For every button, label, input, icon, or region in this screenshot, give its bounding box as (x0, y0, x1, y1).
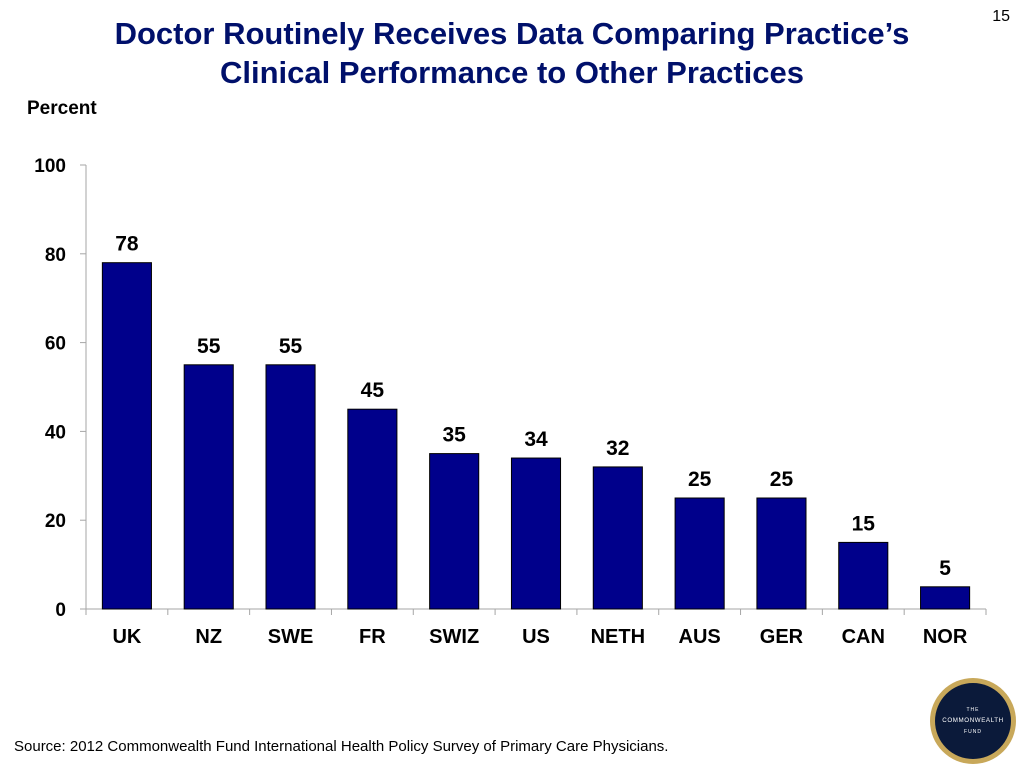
source-note: Source: 2012 Commonwealth Fund Internati… (14, 738, 669, 755)
data-label-us: 34 (524, 428, 548, 451)
bar-fr (347, 408, 398, 610)
svg-text:FUND: FUND (964, 729, 982, 735)
title-line-1: Doctor Routinely Receives Data Comparing… (114, 16, 910, 51)
commonwealth-fund-logo: THE COMMONWEALTH FUND (930, 678, 1016, 764)
y-axis-label: Percent (27, 98, 97, 119)
category-label-swiz: SWIZ (429, 626, 479, 648)
bar-can (838, 541, 889, 610)
chart-title: Doctor Routinely Receives Data Comparing… (40, 14, 984, 92)
y-tick-label: 0 (55, 600, 66, 621)
category-label-can: CAN (842, 626, 885, 648)
category-label-uk: UK (112, 626, 141, 648)
slide-number: 15 (992, 8, 1010, 25)
category-label-fr: FR (359, 626, 386, 648)
y-tick-label: 80 (45, 245, 66, 266)
bar-us (510, 457, 562, 610)
category-label-swe: SWE (268, 626, 314, 648)
bar-ger (756, 497, 807, 610)
data-label-ger: 25 (770, 468, 794, 491)
data-label-fr: 45 (361, 379, 385, 402)
bar-nor (920, 586, 971, 610)
category-label-nz: NZ (195, 626, 222, 648)
data-label-swe: 55 (279, 335, 303, 358)
category-label-aus: AUS (679, 626, 721, 648)
category-label-neth: NETH (591, 626, 645, 648)
data-label-uk: 78 (115, 233, 139, 256)
y-tick-label: 40 (45, 422, 66, 443)
bar-uk (101, 262, 152, 610)
bar-aus (674, 497, 725, 610)
data-label-aus: 25 (688, 468, 712, 491)
svg-text:COMMONWEALTH: COMMONWEALTH (942, 717, 1003, 724)
title-line-2: Clinical Performance to Other Practices (219, 55, 805, 90)
data-label-swiz: 35 (443, 424, 467, 447)
category-label-nor: NOR (923, 626, 968, 648)
category-label-us: US (522, 626, 550, 648)
bar-neth (592, 466, 643, 610)
category-label-ger: GER (760, 626, 804, 648)
bar-swiz (429, 453, 480, 610)
data-label-nor: 5 (939, 557, 951, 580)
y-tick-label: 100 (34, 156, 66, 177)
data-label-can: 15 (852, 512, 876, 535)
bar-swe (265, 364, 316, 610)
y-tick-label: 20 (45, 511, 66, 532)
y-tick-label: 60 (45, 334, 66, 355)
bar-chart: 0 20 40 60 80 100 78 UK 55 NZ 55 SWE 45 FR 35 SWIZ 34 US 3… (34, 156, 987, 648)
data-label-neth: 32 (606, 437, 629, 460)
bar-nz (183, 364, 234, 610)
data-label-nz: 55 (197, 335, 221, 358)
svg-text:THE: THE (967, 707, 980, 713)
